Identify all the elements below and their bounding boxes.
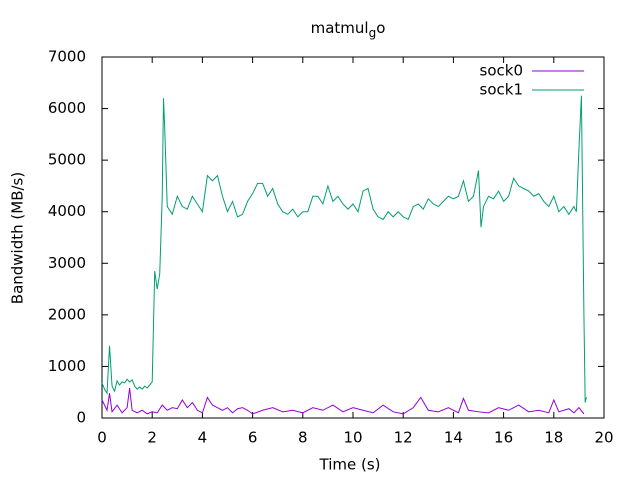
y-axis-label: Bandwidth (MB/s) [9, 172, 27, 304]
y-tick-label: 4000 [48, 202, 86, 220]
legend-label: sock0 [480, 62, 523, 80]
x-tick-label: 12 [394, 429, 413, 447]
legend-label: sock1 [480, 81, 523, 99]
y-tick-label: 1000 [48, 357, 86, 375]
x-tick-label: 8 [298, 429, 308, 447]
y-tick-label: 6000 [48, 99, 86, 117]
x-tick-label: 0 [97, 429, 107, 447]
x-tick-label: 14 [444, 429, 463, 447]
y-tick-label: 5000 [48, 151, 86, 169]
x-tick-label: 4 [198, 429, 208, 447]
y-tick-label: 2000 [48, 305, 86, 323]
y-tick-label: 0 [76, 409, 86, 427]
title-subscript: g [369, 26, 377, 40]
title-suffix: o [376, 19, 385, 37]
y-tick-label: 3000 [48, 254, 86, 272]
series-line [101, 388, 585, 415]
title-text: matmul [311, 19, 369, 37]
chart-title: matmulgo [311, 19, 386, 40]
x-axis-label: Time (s) [319, 456, 381, 474]
series-line [101, 95, 587, 403]
x-tick-label: 16 [494, 429, 513, 447]
x-tick-label: 2 [147, 429, 157, 447]
x-tick-label: 6 [248, 429, 258, 447]
x-tick-label: 18 [544, 429, 563, 447]
x-tick-label: 20 [594, 429, 613, 447]
y-tick-label: 7000 [48, 48, 86, 66]
x-tick-label: 10 [343, 429, 362, 447]
